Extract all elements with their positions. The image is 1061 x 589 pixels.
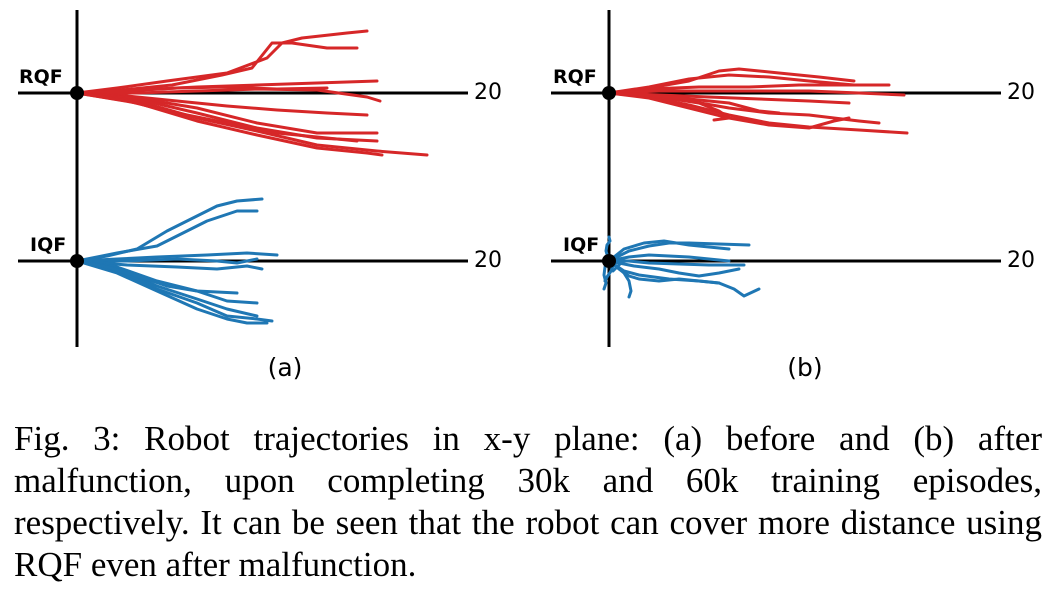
panel-b: RQF IQF 20 20 (b) <box>551 10 1035 382</box>
traj-a-rqf-path-4 <box>75 87 382 103</box>
panel-a-iqf-label: IQF <box>30 234 66 256</box>
caption-text: Robot trajectories in x-y plane: (a) bef… <box>14 419 1043 584</box>
traj-a-iqf-path-2 <box>75 251 279 263</box>
traj-a-iqf-path-3 <box>75 257 259 265</box>
panel-b-iqf-label: IQF <box>563 234 599 256</box>
traj-a-iqf-path-0 <box>75 197 264 263</box>
panel-a-iqf-origin <box>70 254 84 268</box>
traj-a-rqf-path-8 <box>75 91 429 157</box>
traj-a-rqf-path-3 <box>75 79 379 95</box>
panel-a-rqf-origin <box>70 86 84 100</box>
traj-a-rqf-path-1 <box>75 41 359 95</box>
panel-b-rqf-trajectories <box>607 67 909 135</box>
panel-b-iqf-tick: 20 <box>1007 248 1035 273</box>
traj-b-rqf-path-7 <box>607 91 851 130</box>
traj-b-rqf-path-1 <box>607 73 856 95</box>
panel-b-iqf-origin <box>602 254 616 268</box>
traj-a-iqf-path-9 <box>75 259 239 295</box>
panel-a-rqf-trajectories <box>75 29 429 157</box>
traj-a-rqf-path-10 <box>75 91 359 143</box>
figure-caption: Fig. 3: Robot trajectories in x-y plane:… <box>14 418 1042 586</box>
traj-a-iqf-path-5 <box>75 259 259 305</box>
traj-b-rqf-path-3 <box>607 89 906 97</box>
panel-a-iqf-tick: 20 <box>474 248 502 273</box>
traj-a-iqf-path-4 <box>75 259 264 271</box>
caption-prefix: Fig. 3: <box>14 419 121 458</box>
panel-a-rqf-label: RQF <box>19 66 63 88</box>
panel-a: RQF IQF 20 20 (a) <box>18 10 502 382</box>
panel-a-iqf-trajectories <box>75 197 279 325</box>
panel-b-rqf-origin <box>602 86 616 100</box>
traj-b-rqf-path-9 <box>607 91 781 115</box>
panel-b-label: (b) <box>787 353 822 382</box>
traj-b-iqf-path-2 <box>607 253 731 263</box>
panel-a-rqf-tick: 20 <box>474 80 502 105</box>
traj-b-rqf-path-2 <box>607 83 891 95</box>
traj-b-iqf-path-1 <box>607 239 731 263</box>
panel-b-iqf-trajectories <box>602 235 761 299</box>
traj-b-iqf-path-4 <box>607 259 741 278</box>
panel-b-rqf-tick: 20 <box>1007 80 1035 105</box>
panel-a-label: (a) <box>268 353 303 382</box>
traj-b-iqf-path-3 <box>607 259 746 267</box>
traj-a-iqf-path-8 <box>75 259 269 325</box>
panel-b-rqf-label: RQF <box>553 66 597 88</box>
traj-b-iqf-path-7 <box>607 259 633 299</box>
traj-b-iqf-path-6 <box>607 259 761 298</box>
traj-a-iqf-path-1 <box>75 209 259 263</box>
traj-a-rqf-path-0 <box>75 29 369 95</box>
trajectory-figure: RQF IQF 20 20 (a) RQF IQF 20 20 (b) <box>18 10 1035 382</box>
